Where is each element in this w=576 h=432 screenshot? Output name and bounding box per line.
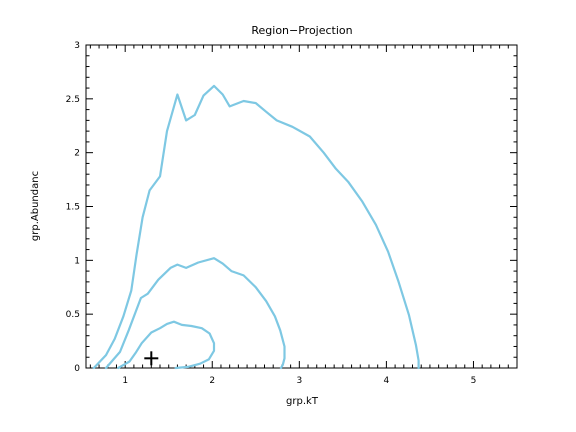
x-tick-label: 5 <box>471 376 477 386</box>
y-tick-label: 1.5 <box>66 203 80 213</box>
y-tick-label: 0.5 <box>66 310 80 320</box>
tick-labels: 1 2 3 4 5 0 0.5 1 1.5 2 2.5 3 <box>66 41 477 386</box>
y-tick-label: 1 <box>74 256 80 266</box>
x-tick-label: 1 <box>122 376 128 386</box>
x-tick-label: 2 <box>209 376 215 386</box>
markers <box>144 351 159 366</box>
contour-line-2 <box>104 257 286 370</box>
contour-lines <box>92 84 420 370</box>
y-tick-label: 2 <box>74 149 80 159</box>
chart-title: Region−Projection <box>251 24 352 37</box>
x-tick-label: 3 <box>296 376 302 386</box>
y-tick-label: 3 <box>74 41 80 51</box>
plot-frame <box>85 44 518 369</box>
contour-line-1 <box>117 320 216 370</box>
contour-line-3 <box>92 84 420 370</box>
y-axis-label: grp.Abundanc <box>30 171 41 241</box>
axis-ticks <box>86 44 518 369</box>
best-fit-plus-marker <box>144 351 159 366</box>
x-tick-label: 4 <box>384 376 390 386</box>
y-tick-label: 2.5 <box>66 95 80 105</box>
x-axis-label: grp.kT <box>286 396 319 407</box>
y-tick-label: 0 <box>74 364 80 374</box>
